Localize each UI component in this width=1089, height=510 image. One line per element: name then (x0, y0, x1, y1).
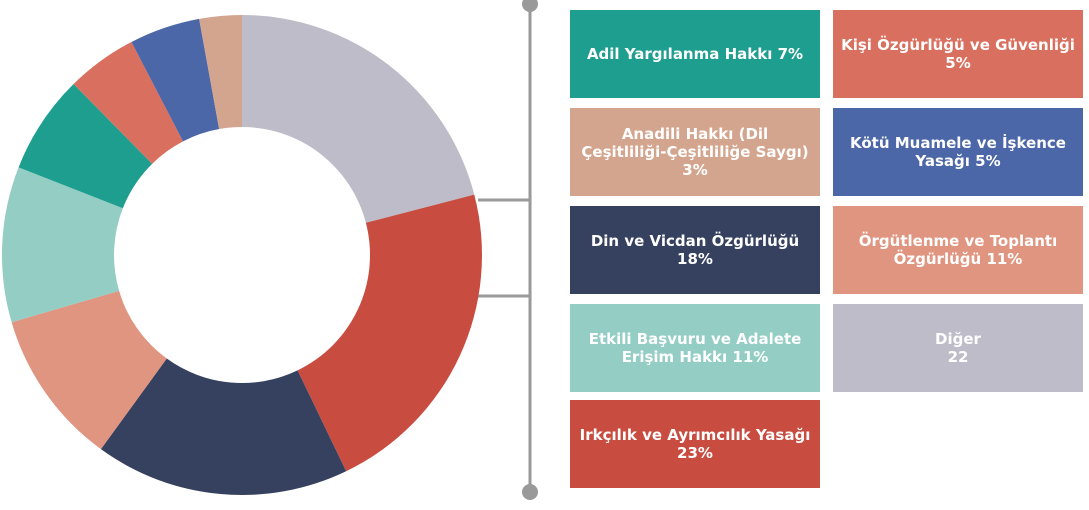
legend-label: Kişi Özgürlüğü ve Güvenliği (841, 36, 1075, 54)
pie-slice (242, 15, 475, 223)
pie-slice (199, 15, 242, 130)
legend-label: Kötü Muamele ve İşkence Yasağı (850, 134, 1066, 170)
legend-label: Etkili Başvuru ve Adalete Erişim Hakkı (588, 330, 802, 366)
legend-label: Irkçılık ve Ayrımcılık Yasağı (579, 426, 811, 444)
legend-text: Etkili Başvuru ve Adalete Erişim Hakkı 1… (578, 330, 812, 366)
legend-text: Kötü Muamele ve İşkence Yasağı 5% (841, 134, 1075, 170)
legend-entry: Din ve Vicdan Özgürlüğü 18% (570, 206, 820, 294)
legend-entry: Kişi Özgürlüğü ve Güvenliği 5% (833, 10, 1083, 98)
connector-dot (522, 484, 538, 500)
value-label: 11% (986, 250, 1023, 268)
legend-text: Diğer 22 (935, 330, 981, 366)
legend-entry: Irkçılık ve Ayrımcılık Yasağı 23% (570, 400, 820, 488)
legend-text: Anadili Hakkı (Dil Çeşitliliği-Çeşitlili… (578, 125, 812, 179)
pie-slice (2, 167, 123, 323)
value-label: 22 (947, 348, 969, 366)
legend-entry: Etkili Başvuru ve Adalete Erişim Hakkı 1… (570, 304, 820, 392)
value-label: 5% (975, 152, 1001, 170)
pie-slice (297, 194, 483, 472)
value-label: 18% (677, 250, 713, 268)
value-label: 11% (732, 348, 769, 366)
value-label: 7% (777, 45, 804, 63)
legend-label: Din ve Vicdan Özgürlüğü (590, 232, 800, 250)
legend-label: Örgütlenme ve Toplantı Özgürlüğü (858, 232, 1058, 268)
pie-slice (73, 41, 184, 164)
value-label: 3% (682, 161, 708, 179)
value-label: 23% (677, 444, 713, 462)
legend-text: Din ve Vicdan Özgürlüğü 18% (578, 232, 812, 268)
legend-label: Adil Yargılanma Hakkı (586, 45, 773, 63)
legend-label: Diğer (935, 330, 981, 348)
legend-entry: Adil Yargılanma Hakkı 7% (570, 10, 820, 98)
legend-text: Örgütlenme ve Toplantı Özgürlüğü 11% (841, 232, 1075, 268)
legend-text: Irkçılık ve Ayrımcılık Yasağı 23% (578, 426, 812, 462)
pie-slice (11, 290, 167, 450)
legend-entry: Anadili Hakkı (Dil Çeşitliliği-Çeşitlili… (570, 108, 820, 196)
pie-slice (131, 18, 220, 142)
legend-label: Anadili Hakkı (Dil Çeşitliliği-Çeşitlili… (581, 125, 809, 161)
value-label: 5% (945, 54, 971, 72)
legend-text: Kişi Özgürlüğü ve Güvenliği 5% (841, 36, 1075, 72)
legend-entry: Kötü Muamele ve İşkence Yasağı 5% (833, 108, 1083, 196)
legend-entry: Diğer 22 (833, 304, 1083, 392)
pie-slice (100, 358, 347, 496)
pie-slice (18, 84, 153, 209)
legend-entry: Örgütlenme ve Toplantı Özgürlüğü 11% (833, 206, 1083, 294)
legend-text: Adil Yargılanma Hakkı 7% (587, 45, 803, 63)
connector-dot (522, 0, 538, 12)
